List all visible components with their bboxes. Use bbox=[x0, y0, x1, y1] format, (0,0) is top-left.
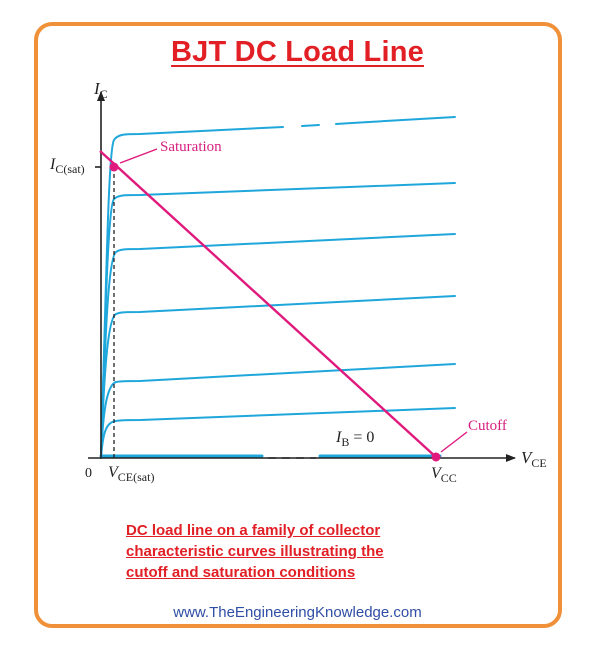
curve-ib-1 bbox=[100, 407, 456, 459]
figure-caption: DC load line on a family of collector ch… bbox=[126, 520, 456, 583]
curve-ib-3 bbox=[100, 295, 456, 459]
vce-sat-label: VCE(sat) bbox=[108, 464, 154, 484]
caption-line-2: characteristic curves illustrating the bbox=[126, 543, 384, 560]
curve-ib-4 bbox=[100, 233, 456, 459]
cutoff-label: Cutoff bbox=[468, 418, 507, 434]
caption-line-3: cutoff and saturation conditions bbox=[126, 564, 356, 581]
ic-sat-label: IC(sat) bbox=[49, 156, 85, 176]
website-link[interactable]: www.TheEngineeringKnowledge.com bbox=[173, 604, 422, 621]
axes bbox=[88, 91, 516, 462]
x-axis-label: VCE bbox=[521, 448, 547, 470]
saturation-point bbox=[109, 162, 119, 172]
caption-line-1: DC load line on a family of collector bbox=[126, 522, 381, 539]
saturation-label: Saturation bbox=[160, 139, 222, 155]
page-title: BJT DC Load Line bbox=[171, 36, 424, 68]
origin-label: 0 bbox=[85, 466, 92, 481]
curve-ib-2 bbox=[100, 363, 456, 459]
y-axis-label: IC bbox=[93, 79, 108, 101]
saturation-pointer bbox=[119, 148, 158, 164]
cutoff-point bbox=[431, 452, 441, 462]
vcc-label: VCC bbox=[431, 465, 457, 485]
collector-curves bbox=[99, 116, 456, 459]
cutoff-pointer bbox=[440, 431, 468, 453]
curve-ib-6 bbox=[100, 116, 456, 459]
ib-zero-label: IB = 0 bbox=[335, 429, 374, 449]
curve-ib-5 bbox=[100, 182, 456, 459]
annotation-arrows bbox=[119, 148, 468, 453]
dc-load-line bbox=[99, 150, 438, 459]
outer-frame bbox=[34, 22, 562, 628]
